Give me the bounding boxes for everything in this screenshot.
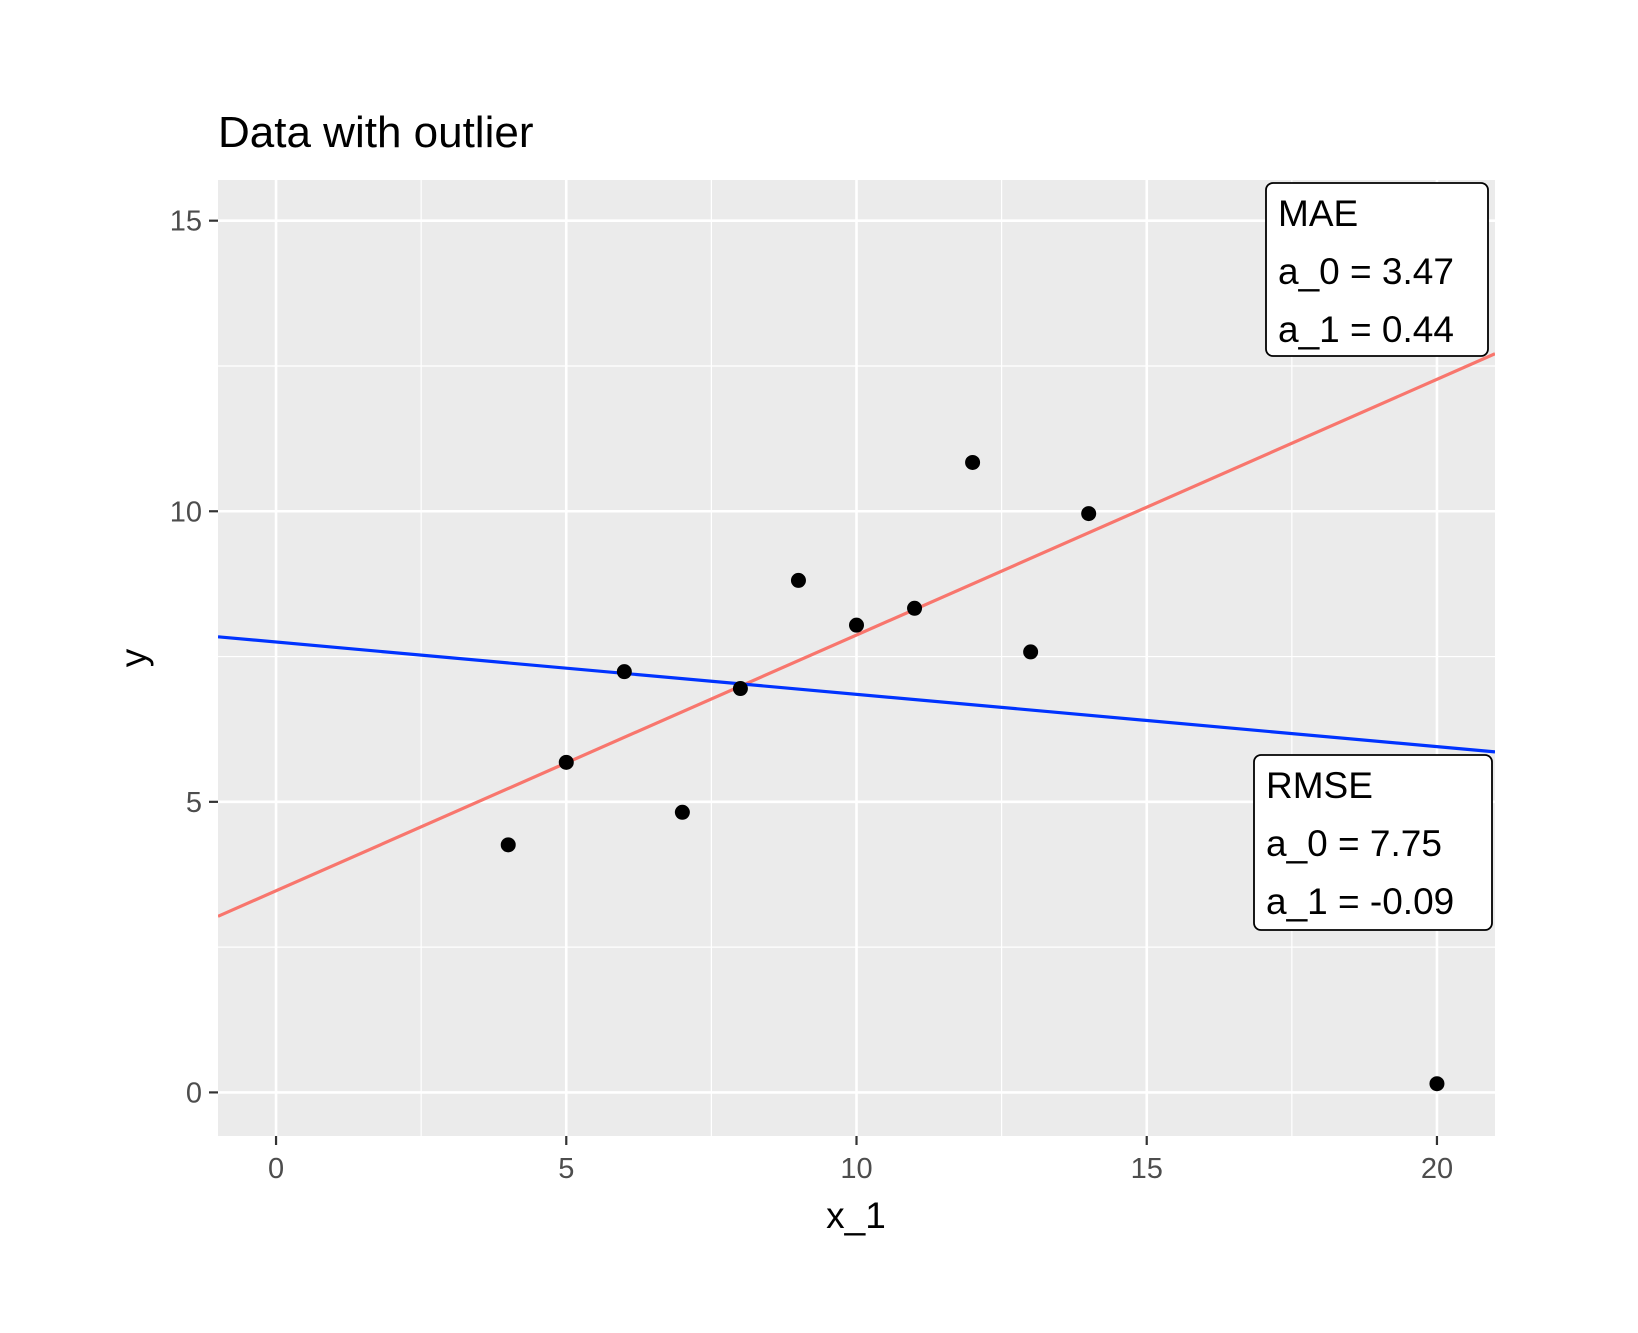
fit-line-rmse [218, 635, 1495, 754]
data-point [674, 804, 690, 820]
y-tick-label: 5 [186, 787, 202, 819]
data-point [1081, 506, 1097, 522]
chart-title: Data with outlier [218, 108, 533, 157]
y-tick-label: 15 [170, 206, 202, 238]
data-point [1429, 1076, 1445, 1092]
data-point [616, 664, 632, 680]
label-line: MAE [1278, 193, 1358, 234]
data-point [500, 837, 516, 853]
y-tick-label: 0 [186, 1077, 202, 1109]
label-line: a_0 = 7.75 [1266, 823, 1442, 864]
data-point [732, 681, 748, 697]
fit-line-mae [218, 352, 1495, 918]
data-points [500, 454, 1445, 1092]
label-box-frame [1265, 182, 1489, 357]
label-box-frame [1253, 754, 1493, 931]
x-tick-label: 5 [558, 1153, 574, 1185]
fit-label-box: MAE a_0 = 3.47 a_1 = 0.44 [1265, 182, 1489, 357]
data-point [849, 617, 864, 633]
x-tick-label: 10 [840, 1153, 872, 1185]
label-line: a_1 = 0.44 [1278, 309, 1454, 350]
data-point [907, 600, 923, 616]
axes: 0 5 10 15 20 0 5 10 15 [170, 206, 1453, 1185]
data-point [558, 754, 574, 770]
fit-lines [218, 352, 1495, 918]
fit-label-box: RMSE a_0 = 7.75 a_1 = -0.09 [1253, 754, 1493, 931]
label-line: a_1 = -0.09 [1266, 881, 1454, 922]
y-tick-label: 10 [170, 496, 202, 528]
data-point [1023, 644, 1039, 660]
x-tick-label: 15 [1131, 1153, 1163, 1185]
grid-layer [218, 180, 1495, 1136]
x-tick-label: 20 [1421, 1153, 1453, 1185]
data-point [965, 454, 981, 470]
label-line: RMSE [1266, 765, 1373, 806]
x-axis-title: x_1 [826, 1195, 886, 1236]
data-point [790, 572, 806, 588]
label-line: a_0 = 3.47 [1278, 251, 1454, 292]
y-axis-title: y [113, 648, 154, 667]
x-tick-label: 0 [268, 1153, 284, 1185]
fit-labels: MAE a_0 = 3.47 a_1 = 0.44 RMSE a_0 = 7.75 a_1… [1253, 182, 1493, 931]
